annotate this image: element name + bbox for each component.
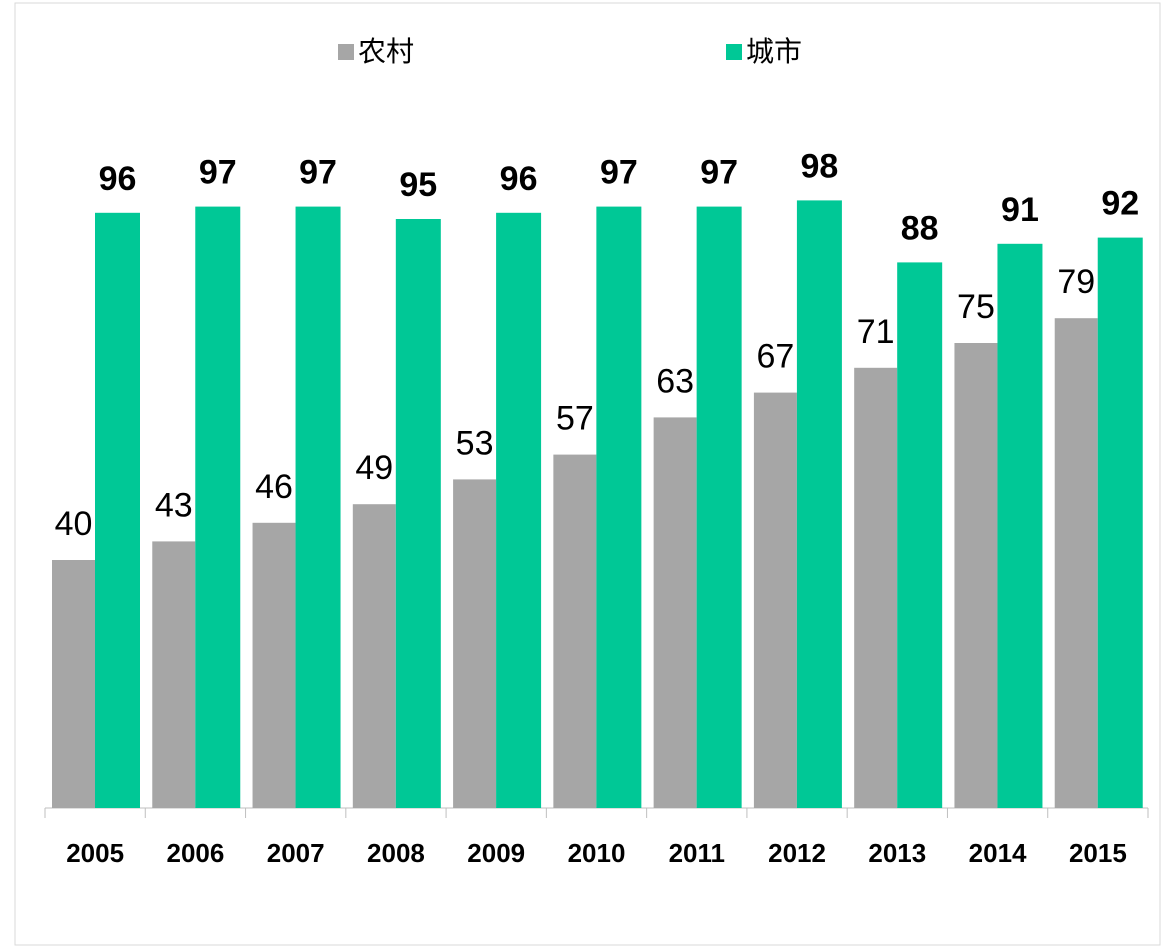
x-tick-label: 2013 [868,838,926,868]
bar [753,392,797,808]
data-label: 98 [800,147,838,185]
bar [152,541,196,808]
x-tick-label: 2011 [669,838,725,868]
data-label: 97 [199,154,237,192]
data-label: 96 [500,160,538,198]
x-tick-label: 2014 [969,838,1027,868]
bar [854,367,898,808]
bar [395,219,441,808]
data-label: 91 [1001,191,1039,229]
bar [553,454,597,808]
bar [453,479,497,808]
data-label: 40 [55,505,93,543]
data-label: 96 [99,160,137,198]
bar [1054,318,1098,808]
x-tick-label: 2015 [1069,838,1127,868]
x-tick-label: 2012 [768,838,826,868]
bar [997,243,1043,809]
bar [295,206,341,809]
bar [596,206,642,809]
data-label: 92 [1101,185,1139,223]
x-tick-label: 2009 [467,838,525,868]
data-label: 97 [700,154,738,192]
legend-swatch [338,44,354,60]
x-tick-label: 2007 [267,838,325,868]
data-label: 53 [456,424,494,462]
legend-swatch [726,44,742,60]
data-label: 63 [656,362,694,400]
data-label: 46 [255,468,293,506]
data-label: 95 [399,166,437,204]
bar [352,504,396,808]
x-tick-label: 2008 [367,838,425,868]
bar [95,212,140,809]
bar [796,200,842,808]
x-tick-label: 2006 [166,838,224,868]
data-label: 49 [355,449,393,487]
x-tick-label: 2005 [66,838,124,868]
data-label: 97 [299,154,337,192]
bar [696,206,742,809]
data-label: 88 [901,209,939,247]
bar [496,212,542,809]
data-label: 97 [600,154,638,192]
x-tick-label: 2010 [568,838,626,868]
data-label: 57 [556,400,594,438]
bar [252,522,296,808]
bar [897,262,943,808]
data-label: 43 [155,486,193,524]
bar [653,417,697,808]
bar [195,206,241,809]
legend-label: 农村 [358,35,414,68]
data-label: 67 [756,338,794,376]
data-label: 79 [1057,263,1095,301]
data-label: 75 [957,288,995,326]
legend-label: 城市 [746,35,802,68]
bar [52,560,95,808]
bar [954,343,998,808]
bar [1097,237,1143,809]
data-label: 71 [857,313,895,351]
